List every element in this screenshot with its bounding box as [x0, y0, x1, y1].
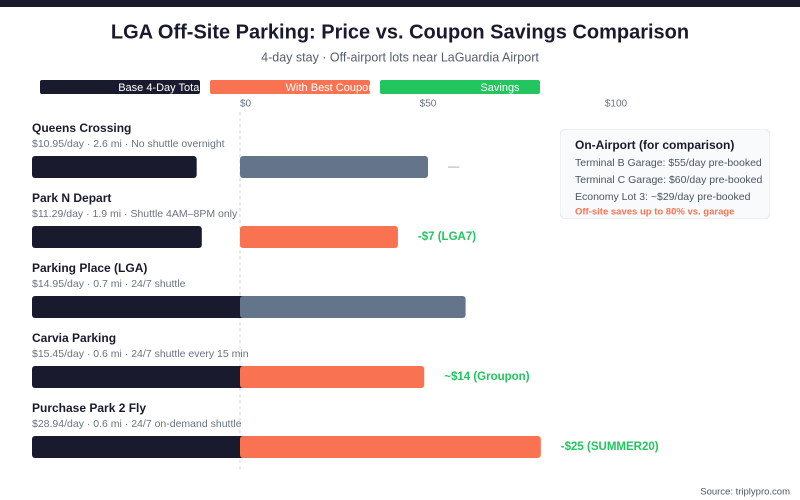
lot-detail: $11.29/day · 1.9 mi · Shuttle 4AM–8PM on… [32, 208, 238, 220]
info-note: Off-site saves up to 80% vs. garage [575, 207, 734, 218]
info-line: Economy Lot 3: ~$29/day pre-booked [575, 191, 751, 203]
chart-subtitle: 4-day stay · Off-airport lots near LaGua… [261, 50, 539, 64]
base-bar [32, 366, 265, 388]
lot-detail: $10.95/day · 2.6 mi · No shuttle overnig… [32, 138, 225, 150]
source: Source: triplypro.com [700, 487, 790, 498]
coupon-bar [240, 296, 466, 318]
coupon-bar [240, 436, 541, 458]
top-band [0, 0, 800, 7]
coupon-bar [240, 366, 425, 388]
lot-name: Purchase Park 2 Fly [32, 401, 146, 415]
lot-detail: $14.95/day · 0.7 mi · 24/7 shuttle [32, 278, 186, 290]
coupon-bar [240, 156, 428, 178]
chart-title: LGA Off-Site Parking: Price vs. Coupon S… [111, 21, 689, 43]
legend-item: Savings [380, 80, 540, 94]
base-bar [32, 156, 197, 178]
lot-detail: $15.45/day · 0.6 mi · 24/7 shuttle every… [32, 348, 249, 360]
coupon-bar [240, 226, 398, 248]
info-box-bg [560, 129, 770, 219]
legend-swatch [210, 80, 370, 94]
legend-item: Base 4-Day Total [40, 80, 202, 94]
info-box: On-Airport (for comparison) Terminal B G… [560, 129, 770, 219]
x-tick-label: $100 [605, 99, 628, 110]
savings-label: -$7 (LGA7) [418, 231, 476, 243]
savings-label: ~$14 (Groupon) [444, 371, 529, 383]
lot-detail: $28.94/day · 0.6 mi · 24/7 on-demand shu… [32, 418, 242, 430]
legend-label: Savings [480, 82, 520, 94]
savings-label: — [448, 161, 460, 173]
x-tick-label: $50 [420, 99, 437, 110]
legend-label: Base 4-Day Total [118, 82, 202, 94]
info-line: Terminal C Garage: $60/day pre-booked [575, 174, 763, 186]
savings-label: -$25 (SUMMER20) [561, 441, 659, 453]
lot-name: Parking Place (LGA) [32, 261, 147, 275]
info-line: Terminal B Garage: $55/day pre-booked [575, 157, 762, 169]
x-tick-label: $0 [240, 99, 252, 110]
lot-name: Park N Depart [32, 191, 111, 205]
legend-swatch [40, 80, 200, 94]
lot-name: Queens Crossing [32, 121, 131, 135]
legend-swatch [380, 80, 540, 94]
lot-name: Carvia Parking [32, 331, 116, 345]
info-box-title: On-Airport (for comparison) [575, 138, 734, 152]
base-bar [32, 296, 257, 318]
legend-label: With Best Coupon [286, 82, 375, 94]
legend-item: With Best Coupon [210, 80, 375, 94]
base-bar [32, 226, 202, 248]
